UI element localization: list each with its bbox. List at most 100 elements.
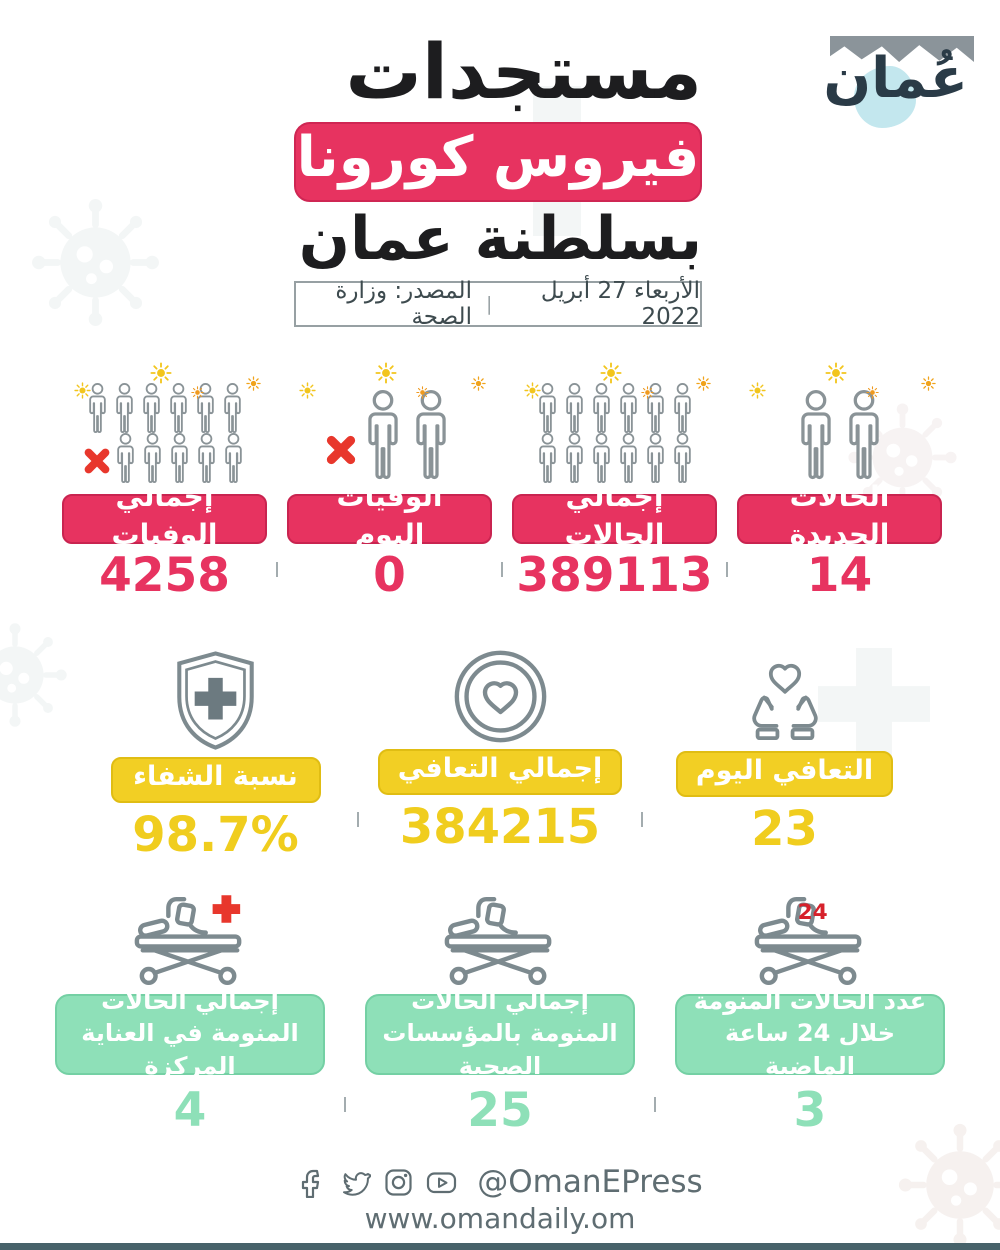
person-icon bbox=[588, 433, 615, 488]
person-icon bbox=[359, 390, 407, 488]
divider bbox=[654, 1097, 656, 1112]
red-stats-row: الحالات الجديدة 14 إجمالي الحالات bbox=[62, 368, 942, 603]
people-crowd-icon bbox=[512, 368, 717, 488]
oman-newspaper-logo: عُمان bbox=[823, 28, 978, 136]
person-icon bbox=[407, 390, 455, 488]
divider bbox=[641, 812, 644, 827]
stat-label-badge: التعافي اليوم bbox=[675, 751, 894, 798]
shield-cross-icon bbox=[168, 648, 263, 753]
person-icon bbox=[138, 383, 165, 438]
bed-24-icon: 24 bbox=[675, 893, 945, 988]
stat-recovered-today: التعافي اليوم 23 bbox=[657, 648, 912, 857]
person-icon bbox=[111, 383, 138, 438]
divider bbox=[726, 562, 728, 577]
virus-watermark-icon bbox=[28, 195, 163, 330]
website-url: www.omandaily.om bbox=[364, 1202, 636, 1235]
bed-cross-icon bbox=[131, 895, 249, 988]
stat-value: 384215 bbox=[399, 799, 601, 856]
page-subtitle: بسلطنة عمان bbox=[298, 204, 702, 274]
heart-circle-icon bbox=[452, 648, 549, 745]
person-icon bbox=[792, 390, 840, 488]
stat-label-badge: إجمالي التعافي bbox=[377, 749, 623, 796]
header: مستجدات فيروس كورونا بسلطنة عمان الأربعا… bbox=[294, 27, 703, 330]
bottom-bar bbox=[0, 1243, 1000, 1250]
virus-spark-icon bbox=[866, 386, 879, 399]
hands-heart-icon bbox=[733, 648, 837, 747]
bed-cross-icon bbox=[55, 893, 325, 988]
stat-value: 25 bbox=[467, 1083, 533, 1138]
stat-value: 14 bbox=[806, 548, 873, 603]
stat-label-badge: إجمالي الوفيات bbox=[62, 480, 267, 551]
person-icon bbox=[112, 433, 139, 488]
bed-24-label: 24 bbox=[798, 900, 828, 925]
death-x-icon bbox=[325, 434, 357, 466]
stat-hospitalized-24h: 24 عدد الحالات المنومة خلال 24 ساعة الما… bbox=[675, 893, 945, 1138]
stat-label-badge: عدد الحالات المنومة خلال 24 ساعة الماضية bbox=[675, 987, 945, 1080]
divider bbox=[501, 562, 503, 577]
date-text: الأربعاء 27 أبريل 2022 bbox=[540, 278, 700, 330]
virus-spark-icon bbox=[696, 376, 711, 391]
person-icon bbox=[615, 433, 642, 488]
instagram-icon bbox=[383, 1167, 414, 1198]
stat-hospitalized-icu: إجمالي الحالات المنومة في العناية المركز… bbox=[55, 893, 325, 1138]
youtube-icon bbox=[426, 1167, 457, 1198]
green-stats-row: 24 عدد الحالات المنومة خلال 24 ساعة الما… bbox=[55, 893, 945, 1138]
hands-heart-icon bbox=[657, 648, 912, 747]
person-icon bbox=[840, 390, 888, 488]
stat-hospitalized-institutions: إجمالي الحالات المنومة بالمؤسسات الصحية … bbox=[365, 893, 635, 1138]
people-pair-x-icon bbox=[287, 368, 492, 488]
stat-value: 389113 bbox=[516, 548, 713, 603]
person-icon bbox=[669, 433, 696, 488]
virus-spark-icon bbox=[600, 362, 622, 384]
virus-spark-icon bbox=[524, 382, 541, 399]
stat-label-badge: الحالات الجديدة bbox=[737, 480, 942, 551]
social-handle: @OmanEPress bbox=[477, 1164, 703, 1200]
facebook-icon bbox=[297, 1167, 328, 1198]
yellow-stats-row: التعافي اليوم 23 إجمالي التعافي 384215 ن… bbox=[88, 648, 912, 863]
stat-value: 0 bbox=[373, 548, 406, 603]
bed-icon bbox=[441, 893, 559, 988]
divider bbox=[276, 562, 278, 577]
virus-spark-icon bbox=[191, 386, 204, 399]
stat-recovery-rate: نسبة الشفاء 98.7% bbox=[88, 648, 343, 863]
twitter-icon bbox=[340, 1167, 371, 1198]
stat-total-deaths: إجمالي الوفيات 4258 bbox=[62, 368, 267, 603]
virus-spark-icon bbox=[825, 362, 847, 384]
virus-spark-icon bbox=[375, 362, 397, 384]
people-crowd-x-icon bbox=[62, 368, 267, 488]
person-icon bbox=[193, 433, 220, 488]
page-title: مستجدات bbox=[345, 27, 703, 116]
source-text: المصدر: وزارة الصحة bbox=[335, 278, 472, 330]
person-icon bbox=[561, 433, 588, 488]
stat-value: 98.7% bbox=[132, 807, 299, 864]
virus-spark-icon bbox=[471, 376, 486, 391]
stat-value: 4 bbox=[173, 1083, 207, 1138]
stat-total-cases: إجمالي الحالات 389113 bbox=[512, 368, 717, 603]
virus-spark-icon bbox=[641, 386, 654, 399]
stat-label-badge: نسبة الشفاء bbox=[110, 757, 321, 804]
stat-new-cases: الحالات الجديدة 14 bbox=[737, 368, 942, 603]
social-line: @OmanEPress bbox=[0, 1164, 1000, 1200]
stat-deaths-today: الوفيات اليوم 0 bbox=[287, 368, 492, 603]
person-icon bbox=[166, 433, 193, 488]
heart-circle-icon bbox=[373, 648, 628, 745]
people-pair-icon bbox=[737, 368, 942, 488]
logo-wordmark: عُمان bbox=[823, 46, 968, 111]
person-icon bbox=[534, 433, 561, 488]
person-icon bbox=[588, 383, 615, 438]
person-icon bbox=[642, 433, 669, 488]
stat-label-badge: إجمالي الحالات المنومة بالمؤسسات الصحية bbox=[365, 987, 635, 1080]
death-x-icon bbox=[83, 447, 111, 475]
person-icon bbox=[165, 383, 192, 438]
virus-spark-icon bbox=[299, 382, 316, 399]
divider bbox=[356, 812, 359, 827]
stat-label-badge: إجمالي الحالات المنومة في العناية المركز… bbox=[55, 987, 325, 1080]
separator: | bbox=[485, 293, 493, 315]
virus-spark-icon bbox=[150, 362, 172, 384]
virus-spark-icon bbox=[246, 376, 261, 391]
person-icon bbox=[561, 383, 588, 438]
virus-spark-icon bbox=[74, 382, 91, 399]
person-icon bbox=[139, 433, 166, 488]
stat-value: 4258 bbox=[99, 548, 230, 603]
